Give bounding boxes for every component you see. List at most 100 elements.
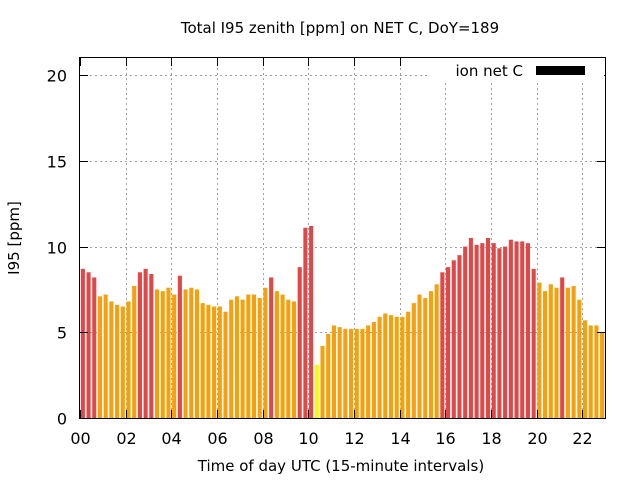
bar — [434, 284, 439, 418]
bar — [560, 277, 565, 418]
bar — [371, 322, 376, 418]
legend: ion net C — [428, 58, 604, 82]
bar — [343, 328, 348, 418]
plot-frame — [79, 57, 606, 419]
bar — [309, 226, 314, 418]
bar — [377, 316, 382, 418]
y-tick-label: 10 — [47, 239, 67, 258]
bar — [132, 286, 137, 418]
legend-label: ion net C — [456, 62, 523, 80]
bar — [274, 291, 279, 418]
bar — [360, 328, 365, 418]
bar — [177, 275, 182, 418]
bar — [291, 301, 297, 418]
bar — [217, 306, 222, 418]
bar — [200, 303, 205, 418]
x-tick-label: 14 — [390, 429, 410, 448]
bar — [537, 282, 542, 418]
bar — [269, 277, 274, 418]
bar — [143, 268, 148, 418]
bar — [183, 289, 188, 418]
x-tick-label: 02 — [116, 429, 136, 448]
x-tick-label: 04 — [161, 429, 181, 448]
bar — [320, 346, 325, 418]
bar — [491, 243, 496, 418]
bar — [109, 301, 114, 418]
bar — [508, 239, 513, 418]
bar — [206, 304, 211, 418]
bar — [80, 268, 85, 418]
bar — [240, 299, 245, 418]
legend-swatch — [536, 66, 585, 75]
x-tick-label: 00 — [70, 429, 90, 448]
bar — [280, 294, 285, 418]
x-tick-label: 20 — [527, 429, 547, 448]
bar — [251, 294, 257, 418]
bar — [126, 301, 131, 418]
bar — [571, 286, 576, 418]
y-axis-label: I95 [ppm] — [5, 201, 23, 275]
bar — [286, 299, 291, 418]
x-tick-label: 10 — [298, 429, 318, 448]
bar — [103, 294, 108, 418]
bar — [314, 364, 319, 418]
bar — [503, 246, 508, 418]
bar — [349, 328, 354, 418]
x-axis-label: Time of day UTC (15-minute intervals) — [197, 457, 484, 475]
bar — [246, 294, 251, 418]
bar — [297, 267, 302, 418]
bar — [212, 306, 217, 418]
bar — [446, 267, 451, 418]
bar — [326, 334, 331, 418]
x-tick-label: 12 — [344, 429, 364, 448]
bar — [600, 332, 605, 418]
bars — [80, 226, 605, 418]
bar — [548, 284, 553, 418]
bar — [137, 272, 142, 418]
bar — [406, 311, 411, 418]
x-tick-label: 08 — [253, 429, 273, 448]
bar — [463, 246, 468, 418]
bar — [366, 325, 371, 418]
bar — [525, 243, 531, 418]
bar — [331, 325, 336, 418]
bar — [457, 255, 462, 418]
bar — [303, 227, 308, 418]
bar — [97, 296, 103, 418]
bar — [92, 277, 97, 418]
bar — [86, 272, 91, 418]
bar — [172, 294, 177, 418]
x-tick-label: 22 — [572, 429, 592, 448]
bar — [149, 274, 154, 418]
bar — [223, 311, 228, 418]
bar — [194, 289, 200, 418]
bar — [154, 289, 160, 418]
bar — [565, 287, 570, 418]
bar — [120, 306, 125, 418]
bar — [423, 298, 428, 418]
bar — [468, 238, 473, 418]
bar — [388, 315, 394, 418]
bar — [514, 241, 519, 418]
y-tick-label: 0 — [57, 410, 67, 429]
bar — [257, 298, 262, 418]
bar — [229, 299, 234, 418]
bar — [160, 291, 165, 418]
bar — [234, 296, 239, 418]
bar — [497, 248, 502, 418]
bar — [531, 268, 536, 418]
y-axis-ticks: 0 5 10 15 20 — [47, 67, 605, 429]
bar — [485, 238, 491, 418]
bar — [428, 291, 434, 418]
bar — [263, 287, 268, 418]
bar — [577, 299, 582, 418]
bar — [189, 287, 194, 418]
bar — [582, 320, 588, 418]
bar — [520, 241, 525, 418]
bar — [354, 328, 359, 418]
x-tick-label: 18 — [481, 429, 501, 448]
bar — [440, 272, 445, 418]
y-tick-label: 15 — [47, 153, 67, 172]
bar — [451, 260, 456, 418]
